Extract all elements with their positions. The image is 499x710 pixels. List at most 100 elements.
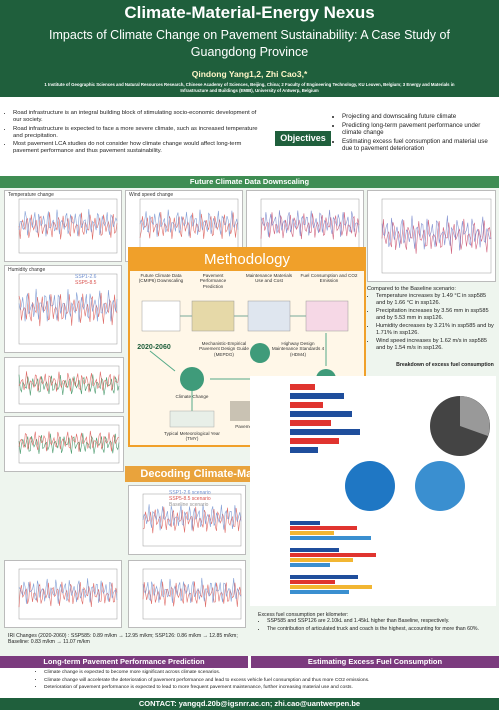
ssp585-series-chart [4,416,124,472]
chart-title: Wind speed change [129,192,174,198]
legend-entry: SSP5-8.5 scenario [169,496,211,502]
bullet: Predicting long-term pavement performanc… [342,122,497,136]
authors: Qindong Yang1,2, Zhi Cao3,* [191,69,308,79]
poster-title: Climate-Material-Energy Nexus [124,3,375,22]
bullet: Wind speed increases by 1.62 m/s in ssp5… [376,338,497,352]
decorative-plot [139,198,239,254]
decorative-curve [18,578,118,604]
decorative-curve [290,521,320,525]
section-bar: Estimating Excess Fuel Consumption [251,656,499,668]
iri-summary: IRI Changes (2020-2060) : SSP585: 0.89 m… [8,633,238,646]
icon [141,300,181,332]
contact: CONTACT: yangqd.20b@igsnrr.ac.cn; zhi.ca… [0,698,499,710]
poster-subtitle: Impacts of Climate Change on Pavement Su… [49,28,450,59]
humidity-chart: Humidity change SSP1-2.6 SSP5-8.5 [4,265,122,353]
decorative-curve [142,504,242,531]
icon [247,300,291,332]
bullet-list: Climate change is expected to become mor… [4,670,495,692]
decorative-curve [18,288,118,323]
decorative-curve [139,209,239,237]
decorative-curve [260,209,360,237]
decorative-curve [290,447,318,453]
iri-rutting-chart [128,560,246,628]
decorative-curve [290,585,372,589]
decorative-curve [18,430,120,452]
pie-decoration [345,461,395,511]
decorative-curve [18,198,118,254]
decorative-plot [142,568,242,620]
conclusions: Climate change is expected to become mor… [4,670,495,693]
bullet-list: SSP585 and SSP126 are 2.10kL and 1.45kL … [258,618,494,632]
legend-entry: SSP1-2.6 scenario [169,490,211,496]
decorative-curve [290,420,331,426]
bullet: Projecting and downscaling future climat… [342,113,497,120]
period-label: 2020-2060 [137,344,171,351]
decorative-curve [18,365,120,405]
step-label: Pavement Performance Prediction [199,273,227,289]
decorative-plot [18,198,118,254]
node-label: Mechanistic-Empirical Pavement Design Gu… [199,341,249,357]
icon [180,367,204,391]
decorative-curve [290,402,323,408]
decorative-curve [290,393,344,399]
pie-decoration [415,461,465,511]
decorative-curve [290,531,334,535]
bullet: SSP585 and SSP126 are 2.10kL and 1.45kL … [267,618,494,624]
bullet: Road infrastructure is expected to face … [13,126,266,140]
decorative-curve [18,273,118,345]
bullet: Climate change will accelerate the deter… [44,678,495,684]
fuel-figures [250,376,496,606]
decorative-curve [290,563,330,567]
legend-entry: SSP1-2.6 [75,274,97,280]
decorative-curve [290,429,360,435]
icon [250,343,270,363]
decorative-curve [290,590,349,594]
ssp126-series-chart [4,357,124,413]
decorative-curve [142,577,242,604]
temperature-chart: Temperature change [4,190,122,262]
lead-text: Excess fuel consumption per kilometer: [258,612,349,618]
step-label: Future Climate Data (CMIP6) Downscaling [138,273,184,284]
bullet: Most pavement LCA studies do not conside… [13,141,266,155]
fuel-text: Excess fuel consumption per kilometer: S… [258,612,494,634]
bullet: The contribution of articulated truck an… [267,626,494,632]
legend-entry: SSP5-8.5 [75,280,97,286]
lead-text: Compared to the Baseline scenario: [367,286,456,292]
affiliations: 1 Institute of Geographic Sciences and N… [44,82,455,93]
bullet: Precipitation increases by 3.56 mm in ss… [376,308,497,322]
pie-decoration [460,396,490,436]
decorative-plot [18,424,120,464]
decorative-plot [142,493,242,547]
legend-entry: Baseline scenario [169,502,209,508]
node-label: Typical Meteorological Year (TMY) [164,431,220,442]
decorative-curve [290,548,339,552]
decorative-curve [290,558,353,562]
flow-line [149,333,327,411]
decorative-curve [290,575,358,579]
bullet-list: Temperature increases by 1.49 °C in ssp5… [367,293,497,352]
icon [305,300,349,332]
icon [191,300,235,332]
step-label: Maintenance Materials Use and Cost [245,273,293,284]
bullet-list: Road infrastructure is an integral build… [4,110,266,155]
decorative-curve [290,438,339,444]
climate-results: Compared to the Baseline scenario: Tempe… [367,286,497,353]
breakdown-title: Breakdown of excess fuel consumption [396,362,494,368]
step-label: Fuel Consumption and CO2 Emission [300,273,358,284]
chart-title: Temperature change [8,192,54,198]
decorative-curve [18,292,118,327]
objectives-label: Objectives [275,131,331,146]
decorative-curve [290,526,357,530]
decorative-curve [18,433,120,454]
introduction: Road infrastructure is an integral build… [4,110,266,157]
bullet: Deterioration of pavement performance is… [44,685,495,691]
decorative-curve [381,215,492,251]
decorative-curve [290,384,315,390]
decorative-curve [18,568,118,620]
iri-cracking-chart [4,560,122,628]
bullet: Estimating excess fuel consumption and m… [342,138,497,152]
iri-chart: SSP1-2.6 scenario SSP5-8.5 scenario Base… [128,485,246,555]
decorative-curve [290,411,352,417]
decorative-plot [18,273,118,345]
bullet: Temperature increases by 1.49 °C in ssp5… [376,293,497,307]
